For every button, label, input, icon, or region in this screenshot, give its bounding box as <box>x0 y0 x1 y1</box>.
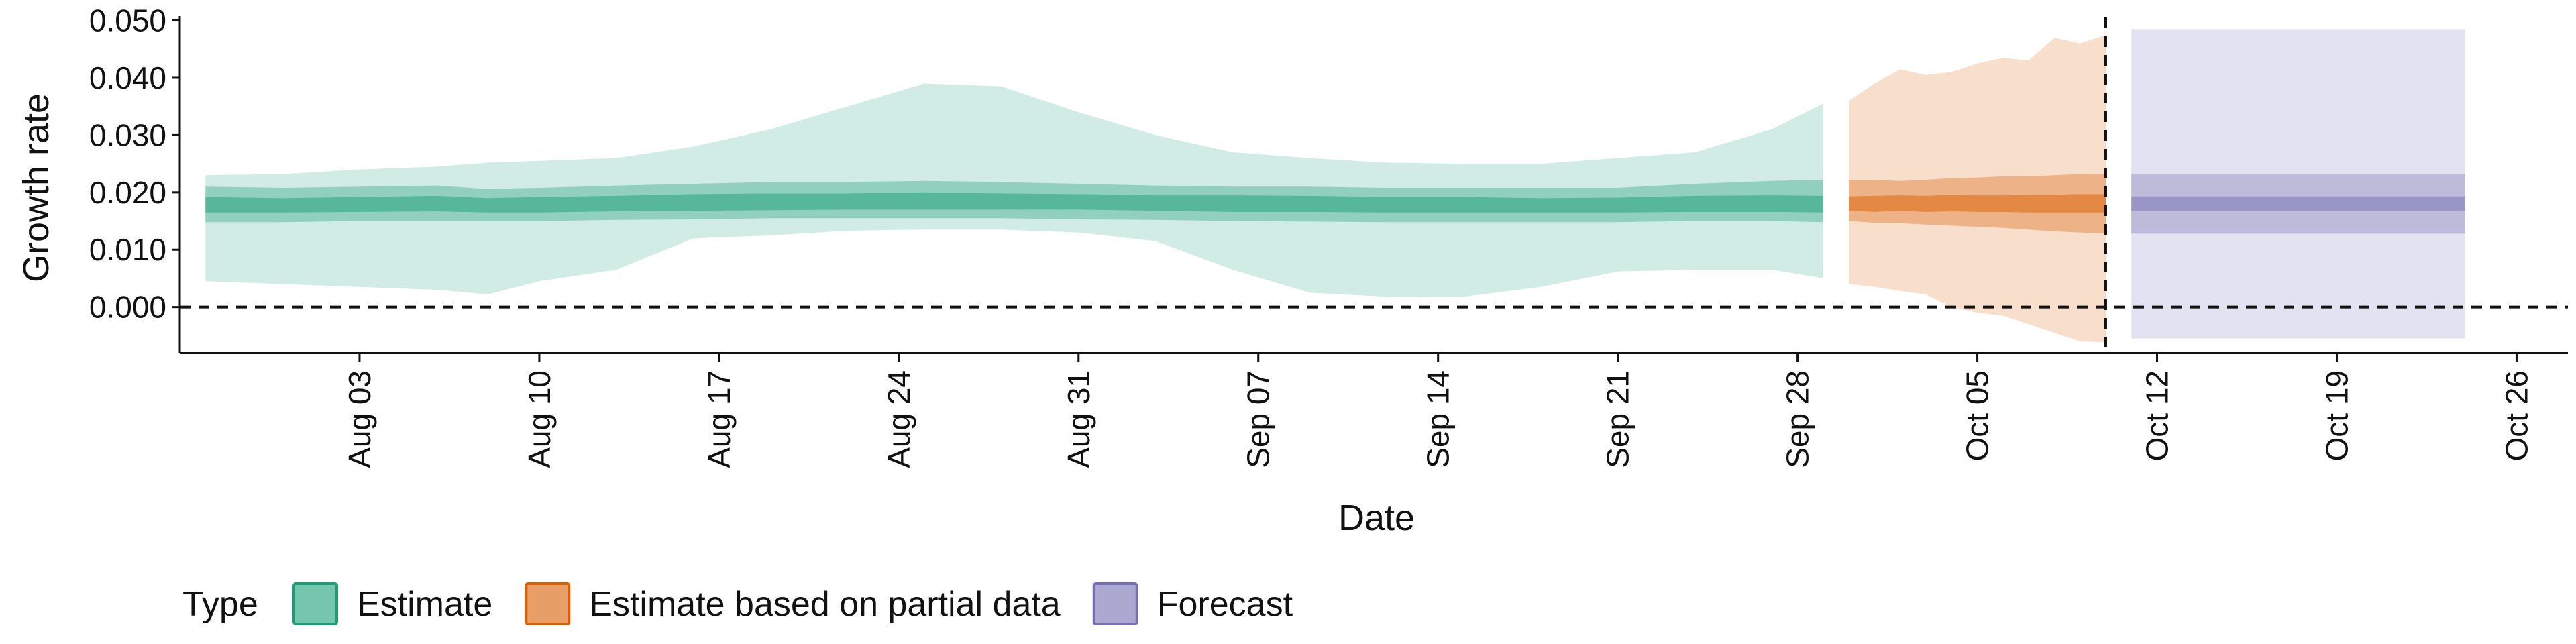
x-tick-label: Oct 05 <box>1960 370 1995 462</box>
reference-lines <box>180 17 2568 353</box>
x-tick-label: Sep 21 <box>1601 370 1635 468</box>
legend-swatch-estimate-based-on-partial-data <box>525 582 571 625</box>
x-tick-label: Aug 17 <box>702 370 737 468</box>
x-tick-label: Aug 24 <box>881 370 916 468</box>
legend: Type Estimate Estimate based on partial da… <box>182 582 1293 625</box>
x-tick-label: Oct 19 <box>2320 370 2355 462</box>
band-outer-estimate-based-on-partial-data <box>1849 34 2106 343</box>
x-tick-label: Aug 31 <box>1061 370 1096 468</box>
band-50-estimate-based-on-partial-data <box>1849 194 2106 213</box>
x-tick-label: Sep 14 <box>1421 370 1456 468</box>
series-estimate <box>205 83 1823 297</box>
series-forecast <box>2131 29 2465 339</box>
x-tick-label: Aug 10 <box>522 370 557 468</box>
legend-swatch-estimate <box>292 582 338 625</box>
x-tick-label: Oct 12 <box>2140 370 2175 462</box>
y-tick-label: 0.000 <box>89 290 166 325</box>
legend-swatch-forecast <box>1092 582 1138 625</box>
band-outer-estimate <box>205 83 1823 297</box>
y-tick-label: 0.020 <box>89 175 166 210</box>
y-tick-label: 0.040 <box>89 60 166 95</box>
x-tick-label: Oct 26 <box>2499 370 2534 462</box>
axes: 0.000 0.010 0.020 0.030 0.040 0.050 Aug 03 Aug … <box>89 3 2568 468</box>
legend-label-forecast: Forecast <box>1157 585 1293 624</box>
x-axis-title: Date <box>1338 498 1415 538</box>
legend-title: Type <box>182 585 258 624</box>
legend-label-estimate-based-on-partial-data: Estimate based on partial data <box>589 585 1061 624</box>
series-bands <box>205 29 2465 343</box>
band-outer-forecast <box>2131 29 2465 339</box>
y-axis-title: Growth rate <box>16 93 56 282</box>
x-tick-label: Sep 07 <box>1241 370 1276 468</box>
band-50-forecast <box>2131 196 2465 211</box>
y-tick-label: 0.050 <box>89 3 166 38</box>
series-estimate-based-on-partial-data <box>1849 34 2106 343</box>
x-tick-label: Sep 28 <box>1780 370 1815 468</box>
x-tick-label: Aug 03 <box>342 370 377 468</box>
band-50-estimate <box>205 192 1823 213</box>
legend-label-estimate: Estimate <box>357 585 492 624</box>
y-tick-label: 0.030 <box>89 117 166 152</box>
y-tick-label: 0.010 <box>89 232 166 267</box>
